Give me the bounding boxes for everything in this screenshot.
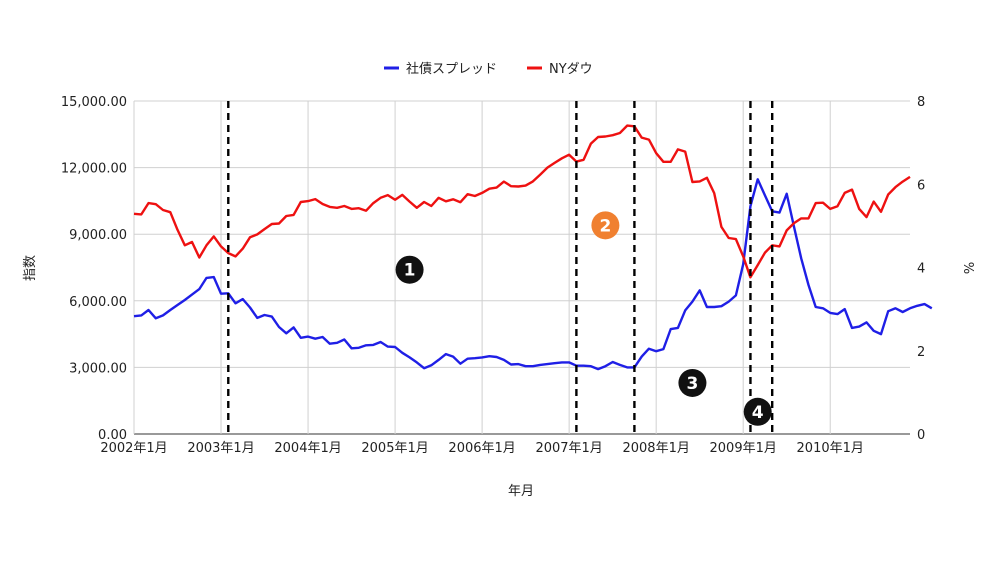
x-tick-label: 2009年1月 xyxy=(710,441,777,456)
series-line-2 xyxy=(133,124,911,279)
left-tick-label: 0.00 xyxy=(98,428,127,443)
x-tick-label: 2003年1月 xyxy=(187,441,254,456)
annotation-badge xyxy=(678,368,707,397)
annotation-badge xyxy=(591,211,620,240)
left-tick-label: 12,000.00 xyxy=(61,162,127,177)
right-tick-label: 8 xyxy=(917,95,925,110)
legend-label: 社債スプレッド xyxy=(406,61,497,77)
annotation-badge xyxy=(743,397,772,426)
vertical-markers xyxy=(227,101,774,434)
left-tick-label: 9,000.00 xyxy=(69,228,127,243)
right-axis-title: % xyxy=(963,262,978,274)
x-tick-label: 2008年1月 xyxy=(622,441,689,456)
annotation-number: 4 xyxy=(752,403,764,423)
x-tick-label: 2004年1月 xyxy=(274,441,341,456)
right-tick-label: 2 xyxy=(917,345,925,360)
left-tick-label: 6,000.00 xyxy=(69,295,127,310)
left-tick-label: 3,000.00 xyxy=(69,361,127,376)
left-tick-label: 15,000.00 xyxy=(61,95,127,110)
series-lines xyxy=(133,124,933,371)
gridlines xyxy=(133,100,910,435)
x-axis-ticks: 2002年1月 2003年1月 2004年1月 2005年1月 2006年1月 2007年… xyxy=(100,441,864,456)
legend-label: NYダウ xyxy=(549,62,593,77)
right-tick-label: 0 xyxy=(917,428,925,443)
annotation-number: 2 xyxy=(599,216,611,236)
x-tick-label: 2006年1月 xyxy=(448,441,515,456)
x-axis-title: 年月 xyxy=(508,484,534,499)
legend: 社債スプレッド NYダウ xyxy=(384,61,593,77)
x-tick-label: 2007年1月 xyxy=(535,441,602,456)
annotation-number: 1 xyxy=(404,261,416,281)
series-line-1 xyxy=(133,178,933,371)
x-tick-label: 2005年1月 xyxy=(361,441,428,456)
annotations: 1 2 3 4 xyxy=(395,211,772,426)
x-tick-label: 2002年1月 xyxy=(100,441,167,456)
annotation-number: 3 xyxy=(687,374,699,394)
annotation-badge xyxy=(395,255,424,284)
x-tick-label: 2010年1月 xyxy=(797,441,864,456)
right-axis-ticks: 0 2 4 6 8 xyxy=(917,95,925,443)
right-tick-label: 6 xyxy=(917,178,925,193)
left-axis-title: 指数 xyxy=(23,255,38,281)
right-tick-label: 4 xyxy=(917,262,925,277)
left-axis-ticks: 0.00 3,000.00 6,000.00 9,000.00 12,000.00 15,… xyxy=(61,95,127,443)
